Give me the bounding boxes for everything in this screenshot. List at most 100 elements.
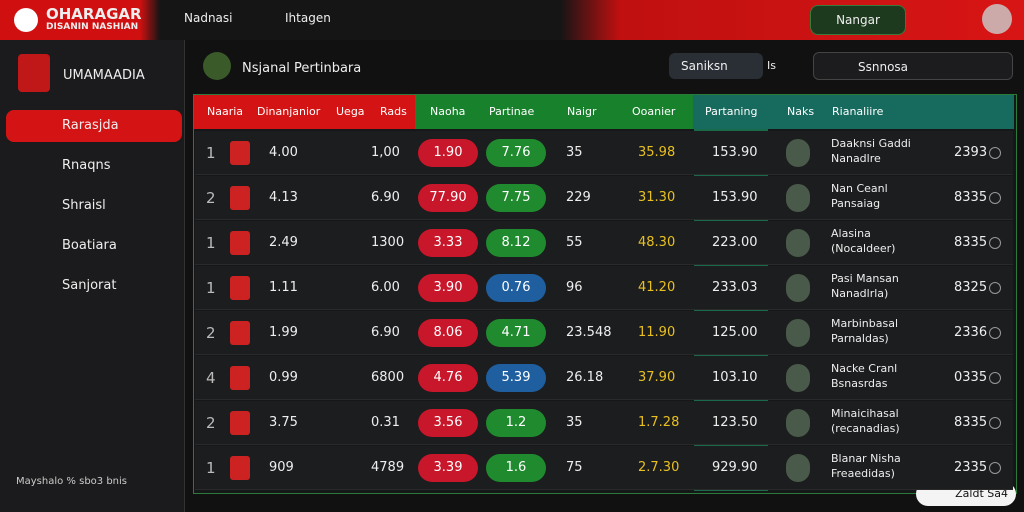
row bbox=[195, 356, 1013, 400]
column-header[interactable]: Naks bbox=[787, 105, 815, 118]
cell: 35 bbox=[566, 145, 583, 160]
player-avatar bbox=[786, 364, 810, 392]
player-name: Freaedidas) bbox=[831, 467, 895, 480]
team-crest bbox=[230, 231, 250, 255]
search-box[interactable]: Saniksn bbox=[669, 53, 763, 79]
cell: 26.18 bbox=[566, 370, 604, 385]
cell: 4789 bbox=[371, 460, 405, 475]
odds-red[interactable]: 77.90 bbox=[418, 184, 478, 212]
rank: 1 bbox=[206, 459, 216, 477]
column-header[interactable]: Dinanjanior bbox=[257, 105, 321, 118]
cell-gold: 31.30 bbox=[638, 190, 676, 205]
team-crest bbox=[230, 366, 250, 390]
player-name: Daaknsi Gaddi bbox=[831, 137, 911, 150]
odds-red[interactable]: 4.76 bbox=[418, 364, 478, 392]
column-header[interactable]: Ooanier bbox=[632, 105, 676, 118]
odds-pill[interactable]: 7.75 bbox=[486, 184, 546, 212]
odds-pill[interactable]: 0.76 bbox=[486, 274, 546, 302]
cell-teal: 929.90 bbox=[712, 460, 758, 475]
row bbox=[195, 266, 1013, 310]
sidebar-item[interactable]: Shraisl bbox=[62, 198, 106, 213]
column-header[interactable]: Partinae bbox=[489, 105, 535, 118]
nav-item[interactable]: Nadnasi bbox=[184, 11, 233, 25]
odds-pill[interactable]: 1.6 bbox=[486, 454, 546, 482]
rank: 1 bbox=[206, 144, 216, 162]
check bbox=[989, 147, 1001, 159]
column-header[interactable]: Uega bbox=[336, 105, 365, 118]
header-teal bbox=[693, 95, 1014, 129]
team-crest bbox=[230, 321, 250, 345]
check bbox=[989, 282, 1001, 294]
check bbox=[989, 192, 1001, 204]
cell: 0.99 bbox=[269, 370, 298, 385]
cell: 4.13 bbox=[269, 190, 298, 205]
nav-item[interactable]: Ihtagen bbox=[285, 11, 331, 25]
score: 8325 bbox=[954, 280, 988, 295]
avatar[interactable] bbox=[982, 4, 1012, 34]
rank: 1 bbox=[206, 279, 216, 297]
odds-pill[interactable]: 5.39 bbox=[486, 364, 546, 392]
row bbox=[195, 221, 1013, 265]
cell-gold: 48.30 bbox=[638, 235, 676, 250]
panel-icon bbox=[203, 52, 231, 80]
odds-red[interactable]: 8.06 bbox=[418, 319, 478, 347]
logo-title: OHARAGAR bbox=[46, 5, 142, 23]
cell: 229 bbox=[566, 190, 591, 205]
odds-red[interactable]: 1.90 bbox=[418, 139, 478, 167]
cell: 75 bbox=[566, 460, 583, 475]
cell: 1,00 bbox=[371, 145, 400, 160]
score: 8335 bbox=[954, 415, 988, 430]
cell-gold: 41.20 bbox=[638, 280, 676, 295]
odds-pill[interactable]: 8.12 bbox=[486, 229, 546, 257]
odds-red[interactable]: 3.90 bbox=[418, 274, 478, 302]
sidebar-item[interactable]: Rnaqns bbox=[62, 158, 111, 173]
rank: 1 bbox=[206, 234, 216, 252]
player-avatar bbox=[786, 319, 810, 347]
column-header[interactable]: Partaning bbox=[705, 105, 758, 118]
sidebar-item[interactable]: Rarasjda bbox=[6, 110, 182, 142]
team-crest bbox=[230, 186, 250, 210]
player-name: Alasina bbox=[831, 227, 871, 240]
player-name: Nanadlre bbox=[831, 152, 881, 165]
player-name: Nacke Cranl bbox=[831, 362, 898, 375]
odds-red[interactable]: 3.33 bbox=[418, 229, 478, 257]
cell-teal: 125.00 bbox=[712, 325, 758, 340]
cell: 6.90 bbox=[371, 190, 400, 205]
sidebar-item[interactable]: Boatiara bbox=[62, 238, 117, 253]
column-header[interactable]: Rads bbox=[380, 105, 407, 118]
player-avatar bbox=[786, 139, 810, 167]
odds-pill[interactable]: 4.71 bbox=[486, 319, 546, 347]
score: 8335 bbox=[954, 235, 988, 250]
player-name: Marbinbasal bbox=[831, 317, 899, 330]
select[interactable]: Ssnnosa bbox=[813, 52, 1013, 80]
sidebar-footer: Mayshalo % sbo3 bnis bbox=[16, 476, 127, 487]
team-crest bbox=[230, 411, 250, 435]
score: 2335 bbox=[954, 460, 988, 475]
row bbox=[195, 176, 1013, 220]
cell: 35 bbox=[566, 415, 583, 430]
odds-red[interactable]: 3.39 bbox=[418, 454, 478, 482]
odds-pill[interactable]: 1.2 bbox=[486, 409, 546, 437]
sidebar-item[interactable]: Sanjorat bbox=[62, 278, 117, 293]
header-red bbox=[194, 95, 415, 129]
column-header[interactable]: Naaria bbox=[207, 105, 244, 118]
cell: 6800 bbox=[371, 370, 405, 385]
cell: 1300 bbox=[371, 235, 405, 250]
team-crest bbox=[230, 456, 250, 480]
column-header[interactable]: Naigr bbox=[567, 105, 597, 118]
column-header[interactable]: Rianaliire bbox=[832, 105, 884, 118]
cell: 1.11 bbox=[269, 280, 298, 295]
cell: 55 bbox=[566, 235, 583, 250]
odds-pill[interactable]: 7.76 bbox=[486, 139, 546, 167]
row bbox=[195, 401, 1013, 445]
player-avatar bbox=[786, 409, 810, 437]
odds-red[interactable]: 3.56 bbox=[418, 409, 478, 437]
cell-teal: 153.90 bbox=[712, 190, 758, 205]
user-button[interactable]: Nangar bbox=[810, 5, 906, 35]
column-header[interactable]: Naoha bbox=[430, 105, 466, 118]
player-avatar bbox=[786, 184, 810, 212]
cell-teal: 233.03 bbox=[712, 280, 758, 295]
player-avatar bbox=[786, 274, 810, 302]
